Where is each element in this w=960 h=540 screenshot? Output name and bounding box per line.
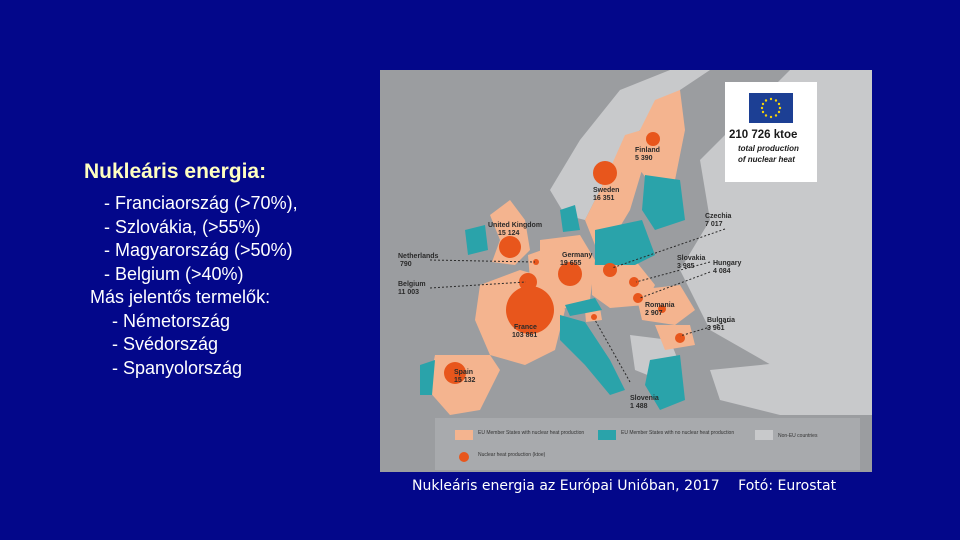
belgium-label: Belgium	[398, 281, 426, 288]
uk-value: 15 124	[498, 230, 520, 237]
czechia-circle	[603, 263, 617, 277]
greece-shape	[645, 355, 685, 410]
legend-panel	[435, 418, 860, 470]
slovenia-label: Slovenia	[630, 395, 659, 402]
sweden-label: Sweden	[593, 187, 619, 194]
ireland-shape	[465, 225, 488, 255]
other-producer-germany: - Németország	[112, 310, 231, 331]
top-country-slovakia: - Szlovákia, (>55%)	[104, 216, 261, 237]
legend-circle-icon	[459, 452, 469, 462]
sweden-value: 16 351	[593, 195, 615, 202]
germany-circle	[558, 262, 582, 286]
germany-label: Germany	[562, 252, 592, 259]
sweden-shape	[585, 130, 642, 245]
czechia-value: 7 017	[705, 221, 723, 228]
hungary-label: Hungary	[713, 260, 742, 267]
legend-non-eu-label: Non-EU countries	[778, 433, 818, 439]
bulgaria-label: Bulgaria	[707, 317, 735, 324]
total-label-line2: of nuclear heat	[738, 155, 795, 164]
total-value: 210 726 ktoe	[729, 129, 797, 141]
slovenia-value: 1 488	[630, 403, 648, 410]
slide-heading: Nukleáris energia:	[84, 160, 267, 183]
top-country-france: - Franciaország (>70%),	[104, 193, 298, 213]
poland-shape	[595, 220, 655, 265]
caption-title: Nukleáris energia az Európai Unióban, 20…	[412, 478, 720, 494]
finland-shape	[640, 90, 685, 190]
uk-label: United Kingdom	[488, 222, 542, 229]
nuclear-map: Finland 5 390 Sweden 16 351 United Kingd…	[380, 70, 872, 472]
spain-value: 15 132	[454, 377, 476, 384]
slovenia-circle	[591, 314, 597, 320]
france-circle	[506, 286, 554, 334]
caption-credit: Fotó: Eurostat	[738, 478, 837, 494]
uk-circle	[499, 236, 521, 258]
finland-label: Finland	[635, 147, 660, 154]
belgium-value: 11 003	[398, 289, 419, 296]
netherlands-value: 790	[400, 261, 412, 268]
baltics-shape	[642, 175, 685, 230]
legend-circle-label: Nuclear heat production (ktoe)	[478, 452, 546, 458]
slide-text-block: Nukleáris energia: - Franciaország (>70%…	[84, 160, 298, 380]
slovakia-label: Slovakia	[677, 255, 706, 262]
eu-flag-stars	[760, 97, 782, 119]
total-label-line1: total production	[738, 144, 799, 153]
benelux-shape	[528, 250, 545, 280]
portugal-shape	[420, 360, 435, 395]
denmark-shape	[560, 205, 580, 232]
other-producer-sweden: - Svédország	[112, 334, 219, 354]
netherlands-label: Netherlands	[398, 253, 439, 260]
finland-circle	[646, 132, 660, 146]
caption: Nukleáris energia az Európai Unióban, 20…	[412, 478, 850, 494]
top-country-belgium: - Belgium (>40%)	[104, 263, 244, 284]
spain-label: Spain	[454, 369, 473, 376]
slovakia-circle	[629, 277, 639, 287]
eu-flag-icon	[749, 93, 793, 123]
austria-shape	[565, 298, 602, 316]
czechia-label: Czechia	[705, 213, 732, 220]
italy-shape	[560, 315, 625, 395]
netherlands-circle	[533, 259, 539, 265]
romania-circle	[658, 305, 666, 313]
sweden-circle	[593, 161, 617, 185]
france-value: 103 861	[512, 332, 537, 339]
slovakia-value: 3 985	[677, 263, 695, 270]
hungary-value: 4 084	[713, 268, 731, 275]
spain-circle	[444, 362, 466, 384]
france-label: France	[514, 324, 537, 331]
legend-with-nuclear-label: EU Member States with nuclear heat produ…	[478, 430, 584, 436]
bulgaria-shape	[655, 325, 695, 350]
other-producer-spain: - Spanyolország	[112, 357, 243, 378]
legend-without-nuclear-label: EU Member States with no nuclear heat pr…	[621, 430, 734, 436]
bulgaria-value: 3 961	[707, 325, 725, 332]
legend-with-nuclear-swatch	[455, 430, 473, 440]
non-eu-norway	[550, 70, 710, 220]
other-producers-heading: Más jelentős termelők:	[90, 287, 271, 307]
romania-label: Romania	[645, 302, 675, 309]
romania-shape	[635, 285, 695, 325]
legend-without-nuclear-swatch	[598, 430, 616, 440]
hungary-circle	[633, 293, 643, 303]
legend-non-eu-swatch	[755, 430, 773, 440]
finland-value: 5 390	[635, 155, 653, 162]
top-country-hungary: - Magyarország (>50%)	[104, 240, 293, 260]
germany-value: 19 655	[560, 260, 582, 267]
non-eu-turkey	[710, 360, 872, 415]
romania-value: 2 907	[645, 310, 663, 317]
